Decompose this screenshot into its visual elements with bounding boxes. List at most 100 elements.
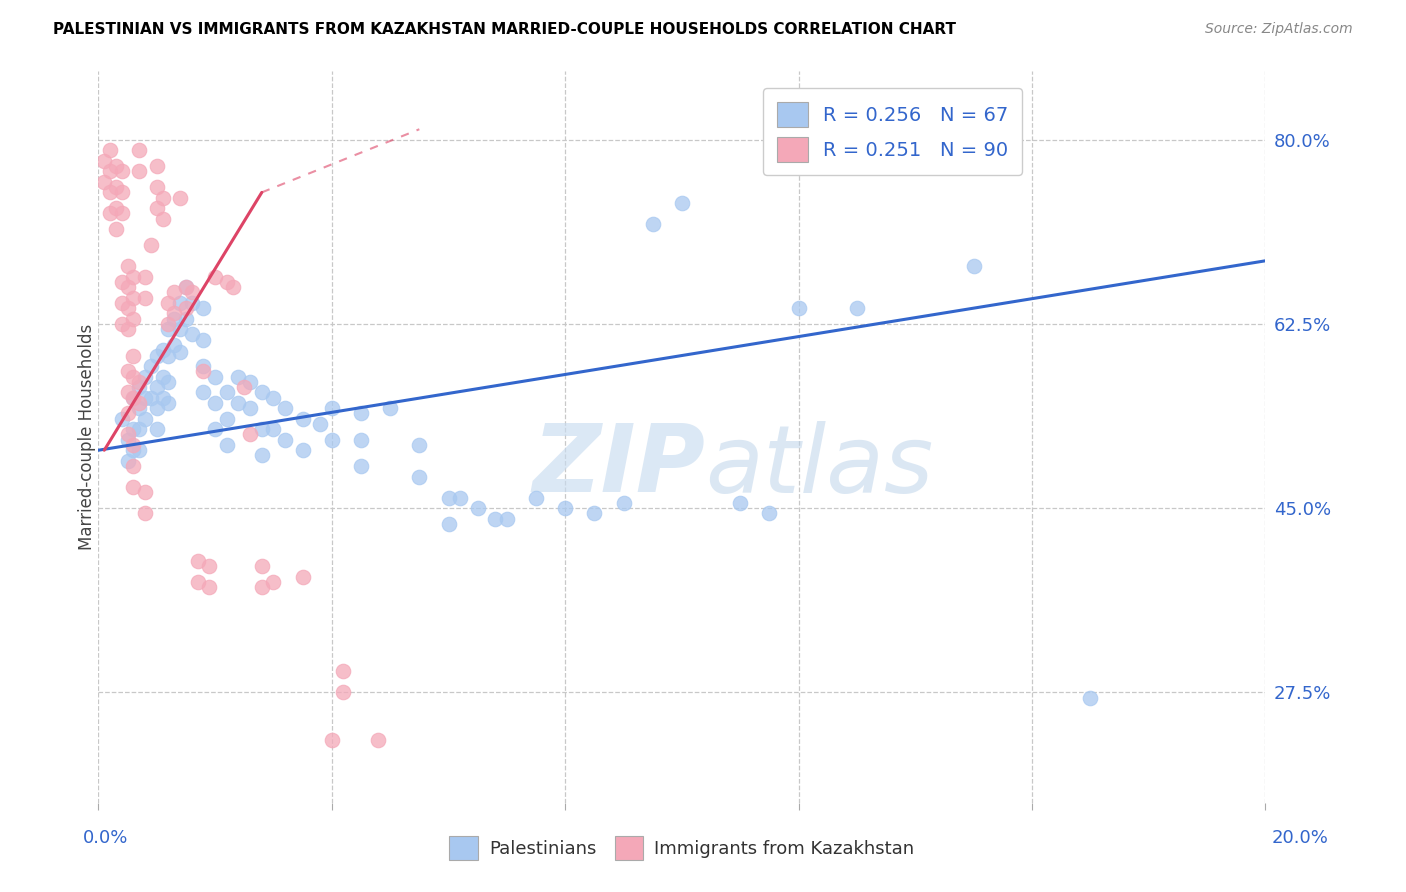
Point (787, 301, 810, 315)
Point (467, 501, 489, 516)
Point (193, 301, 215, 315)
Point (134, 269, 156, 284)
Point (641, 217, 664, 231)
Point (111, 164, 134, 178)
Point (962, 259, 984, 273)
Point (250, 422, 273, 436)
Point (321, 401, 343, 416)
Point (146, 401, 169, 416)
Point (180, 285, 202, 300)
Point (128, 143, 150, 157)
Point (111, 296, 134, 310)
Point (122, 349, 145, 363)
Point (291, 569, 314, 583)
Point (152, 191, 174, 205)
Legend: Palestinians, Immigrants from Kazakhstan: Palestinians, Immigrants from Kazakhstan (443, 830, 921, 867)
Point (250, 559, 273, 574)
Point (484, 511, 506, 525)
Point (437, 491, 460, 505)
Point (146, 349, 169, 363)
Point (496, 511, 519, 525)
Point (239, 401, 262, 416)
Point (134, 411, 156, 425)
Point (262, 391, 284, 405)
Point (612, 496, 634, 510)
Point (163, 306, 186, 320)
Point (117, 427, 139, 442)
Point (134, 485, 156, 500)
Point (250, 449, 273, 463)
Point (117, 259, 139, 273)
Point (204, 396, 226, 410)
Point (146, 180, 169, 194)
Point (846, 301, 869, 315)
Point (111, 186, 134, 200)
Point (169, 322, 191, 336)
Point (221, 280, 243, 294)
Point (93, 175, 115, 189)
Point (758, 507, 780, 521)
Point (111, 206, 134, 220)
Point (122, 443, 145, 458)
Point (228, 396, 250, 410)
Point (174, 280, 197, 294)
Text: ZIP: ZIP (533, 420, 706, 512)
Point (152, 211, 174, 226)
Point (187, 554, 209, 568)
Point (111, 317, 134, 331)
Point (128, 380, 150, 394)
Point (128, 375, 150, 389)
Point (104, 201, 127, 215)
Point (157, 296, 180, 310)
Point (583, 507, 606, 521)
Point (350, 406, 373, 420)
Point (104, 159, 127, 173)
Point (408, 469, 430, 483)
Point (139, 359, 162, 373)
Point (98, 206, 121, 220)
Point (117, 433, 139, 447)
Point (128, 164, 150, 178)
Point (98, 143, 121, 157)
Point (98, 186, 121, 200)
Point (122, 369, 145, 384)
Point (187, 574, 209, 589)
Point (134, 391, 156, 405)
Point (134, 369, 156, 384)
Point (437, 516, 460, 531)
Point (239, 427, 262, 442)
Point (117, 322, 139, 336)
Point (111, 275, 134, 289)
Point (250, 385, 273, 400)
Point (139, 238, 162, 252)
Point (152, 343, 174, 358)
Point (157, 317, 180, 331)
Text: Source: ZipAtlas.com: Source: ZipAtlas.com (1205, 22, 1353, 37)
Point (134, 291, 156, 305)
Point (524, 491, 547, 505)
Point (380, 401, 402, 416)
Point (128, 443, 150, 458)
Point (169, 345, 191, 359)
Point (169, 191, 191, 205)
Point (671, 195, 693, 210)
Point (554, 501, 576, 516)
Point (193, 385, 215, 400)
Point (180, 296, 202, 310)
Point (117, 385, 139, 400)
Point (122, 438, 145, 452)
Point (163, 311, 186, 326)
Point (309, 417, 332, 431)
Point (262, 574, 284, 589)
Point (98, 164, 121, 178)
Point (163, 285, 186, 300)
Point (228, 369, 250, 384)
Point (163, 338, 186, 352)
Point (332, 685, 354, 699)
Point (449, 491, 471, 505)
Point (291, 443, 314, 458)
Point (274, 401, 297, 416)
Point (262, 422, 284, 436)
Point (134, 507, 156, 521)
Point (198, 559, 221, 574)
